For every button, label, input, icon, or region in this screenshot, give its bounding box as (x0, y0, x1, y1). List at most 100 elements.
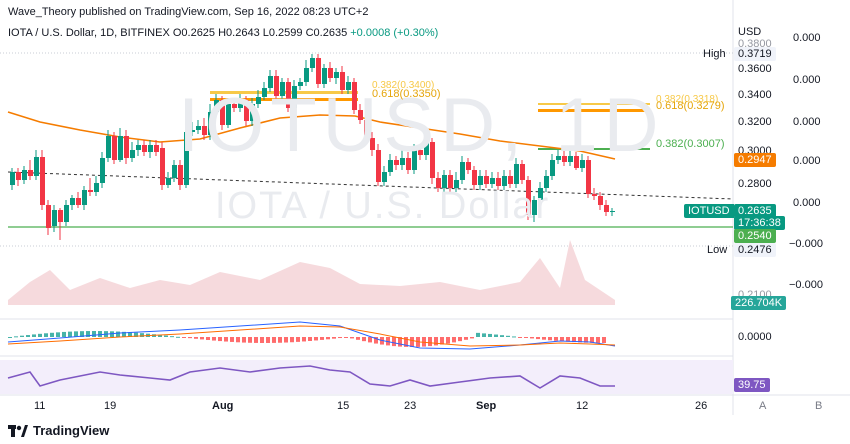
candle-body (424, 142, 429, 155)
candle-body (34, 157, 39, 176)
volume-area (8, 240, 615, 305)
candle-body (328, 68, 333, 78)
candle-body (46, 205, 51, 228)
candle-body (118, 136, 123, 160)
candle-body (160, 148, 165, 185)
candle-body (322, 68, 327, 84)
macd-histogram-bar (542, 337, 546, 340)
candle-body (484, 176, 489, 184)
candle-body (592, 194, 597, 196)
rsi-line (7, 365, 615, 389)
candle-body (244, 100, 249, 121)
candle-body (184, 132, 189, 185)
candle-body (148, 145, 153, 152)
volume-value-tag: 226.704K (731, 296, 787, 310)
support-value-tag: 0.2540 (734, 229, 776, 243)
candle-body (556, 156, 561, 160)
candle-body (154, 145, 159, 152)
candle-body (340, 72, 345, 90)
candle-body (598, 196, 603, 205)
candle-body (208, 112, 213, 135)
macd-histogram-bar (404, 337, 408, 347)
high-value-tag: 0.3719 (734, 47, 776, 61)
macd-histogram-bar (176, 336, 180, 338)
current-symbol-tag: IOTUSD (684, 204, 734, 218)
macd-histogram-bar (458, 337, 462, 342)
macd-histogram-bar (488, 333, 492, 337)
macd-histogram-bar (536, 337, 540, 340)
candle-body (82, 190, 87, 205)
current-price-tag: 0.2635 (734, 204, 776, 218)
tradingview-footer[interactable]: TradingView (8, 423, 109, 438)
log-scale-button[interactable]: B (815, 400, 823, 412)
candle-body (292, 86, 297, 108)
macd-line (7, 321, 616, 350)
macd-histogram-bar (506, 335, 510, 337)
auto-scale-button[interactable]: A (759, 400, 767, 412)
candle-body (166, 178, 171, 185)
macd-histogram-bar (128, 332, 132, 337)
fib-a-0618-line (210, 98, 358, 101)
macd-histogram-bar (62, 331, 66, 337)
fib-b-0618-label: 0.618(0.3279) (656, 100, 725, 112)
time-label-23: 23 (404, 400, 417, 412)
ema-value-tag: 0.2947 (734, 153, 776, 167)
candle-body (22, 170, 27, 180)
candle-body (52, 210, 57, 226)
osc-tick-7: −0.000 (789, 279, 823, 291)
candle-body (202, 126, 207, 135)
osc-tick-3: 0.000 (793, 116, 821, 128)
macd-histogram-bar (248, 337, 252, 343)
candle-body (346, 82, 351, 90)
macd-histogram-bar (272, 337, 276, 343)
candle-body (190, 130, 195, 132)
macd-histogram-bar (320, 337, 324, 340)
candle-body (256, 97, 261, 104)
macd-histogram-bar (284, 337, 288, 343)
trend-line (7, 171, 734, 200)
fib-b-0382-line (538, 103, 650, 105)
macd-histogram-bar (590, 337, 594, 343)
macd-histogram-bar (122, 331, 126, 337)
candle-body (466, 162, 471, 170)
candle-body (358, 110, 363, 120)
macd-histogram-bar (362, 337, 366, 342)
candle-body (406, 158, 411, 170)
fib-a-0382-label: 0.382(0.3400) (372, 80, 435, 91)
candle-body (100, 158, 105, 183)
macd-histogram-bar (578, 337, 582, 343)
candle-body (586, 160, 591, 194)
price-tick-0360: 0.3600 (738, 63, 772, 75)
macd-histogram-bar (302, 337, 306, 342)
candle-body (496, 178, 501, 186)
time-label-19: 19 (104, 400, 117, 412)
candle-body (490, 178, 495, 184)
osc-tick-2: 0.000 (793, 74, 821, 86)
bar-countdown-tag: 17:36:38 (734, 216, 785, 230)
price-tick-0340: 0.3400 (738, 89, 772, 101)
macd-histogram-bar (440, 337, 444, 345)
macd-histogram-bar (212, 337, 216, 341)
macd-histogram-bar (230, 337, 234, 342)
legend-open: O0.2625 (172, 27, 216, 39)
tradingview-logo-icon (8, 424, 28, 437)
candle-body (574, 156, 579, 168)
macd-histogram-bar (194, 337, 198, 339)
macd-histogram-bar (308, 337, 312, 341)
candle-body (430, 142, 435, 178)
candle-body (250, 104, 255, 121)
macd-histogram-bar (98, 331, 102, 337)
legend-symbol[interactable]: IOTA / U.S. Dollar, 1D, BITFINEX (8, 27, 170, 39)
candle-body (124, 136, 129, 158)
candle-body (334, 72, 339, 78)
candle-body (226, 104, 231, 125)
candle-body (28, 170, 33, 176)
macd-histogram-bar (38, 333, 42, 337)
macd-histogram-bar (482, 333, 486, 337)
fib-c-0382-line (538, 148, 650, 150)
candle-body (538, 188, 543, 200)
macd-histogram-bar (530, 337, 534, 339)
tradingview-brand: TradingView (33, 423, 110, 438)
candle-body (214, 100, 219, 112)
